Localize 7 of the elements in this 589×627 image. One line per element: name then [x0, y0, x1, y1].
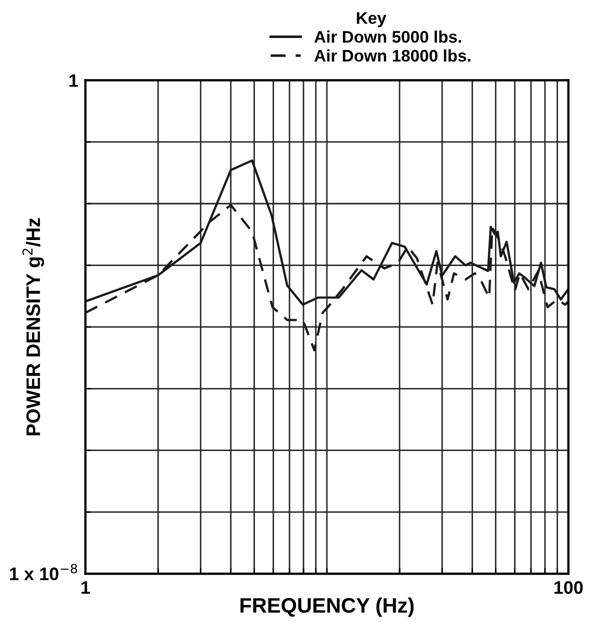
x-axis-title: FREQUENCY (Hz) — [240, 597, 414, 617]
y-tick-label: 1 x 10$^{−8}$ — [10, 564, 78, 580]
legend-title: Key — [356, 12, 386, 28]
x-tick-label: 100 — [554, 581, 583, 594]
legend-label: Air Down 5000 lbs. — [314, 30, 462, 43]
legend-label: Air Down 18000 lbs. — [314, 49, 470, 62]
y-axis-title: POWER DENSITY g$^{2}$/Hz — [22, 218, 44, 436]
